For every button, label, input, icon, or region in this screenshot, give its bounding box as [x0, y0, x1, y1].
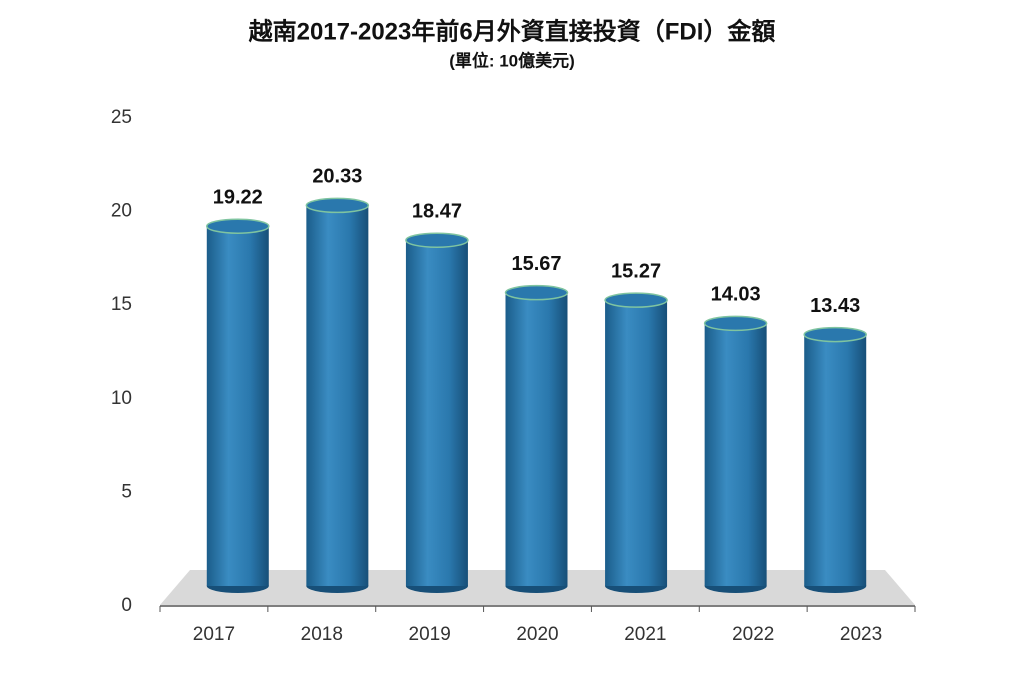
bar-top [405, 232, 469, 248]
value-label: 13.43 [810, 295, 860, 317]
bar [505, 292, 568, 586]
value-label: 14.03 [711, 284, 761, 306]
x-tick-label: 2023 [840, 624, 882, 645]
bar [704, 323, 767, 586]
chart-subtitle: (單位: 10億美元) [449, 50, 575, 70]
value-label: 20.33 [312, 166, 362, 188]
y-tick-label: 20 [111, 201, 132, 222]
value-label: 19.22 [213, 186, 263, 208]
y-tick-label: 5 [121, 481, 132, 502]
x-tick-label: 2021 [624, 624, 666, 645]
x-tick-label: 2020 [516, 624, 558, 645]
bar-top [504, 284, 569, 301]
value-label: 15.27 [611, 260, 661, 282]
bar [206, 226, 269, 586]
y-tick-label: 25 [111, 107, 132, 128]
bar [804, 334, 867, 586]
bar [405, 240, 468, 587]
bar-top [305, 197, 370, 214]
x-tick-label: 2022 [732, 624, 774, 645]
x-tick-label: 2017 [193, 624, 235, 645]
chart-title: 越南2017-2023年前6月外資直接投資（FDI）金額 [249, 17, 776, 45]
x-tick-label: 2018 [301, 624, 343, 645]
y-tick-label: 10 [111, 388, 132, 409]
y-tick-label: 0 [121, 595, 132, 616]
bar-top [703, 315, 768, 332]
x-tick-label: 2019 [409, 624, 451, 645]
bar-top [604, 292, 668, 308]
value-label: 18.47 [412, 201, 462, 223]
bar-top [803, 326, 867, 343]
bar [306, 205, 369, 586]
y-tick-label: 15 [111, 294, 132, 315]
bar [605, 300, 668, 586]
bar-top [206, 218, 270, 234]
value-label: 15.67 [511, 253, 561, 275]
